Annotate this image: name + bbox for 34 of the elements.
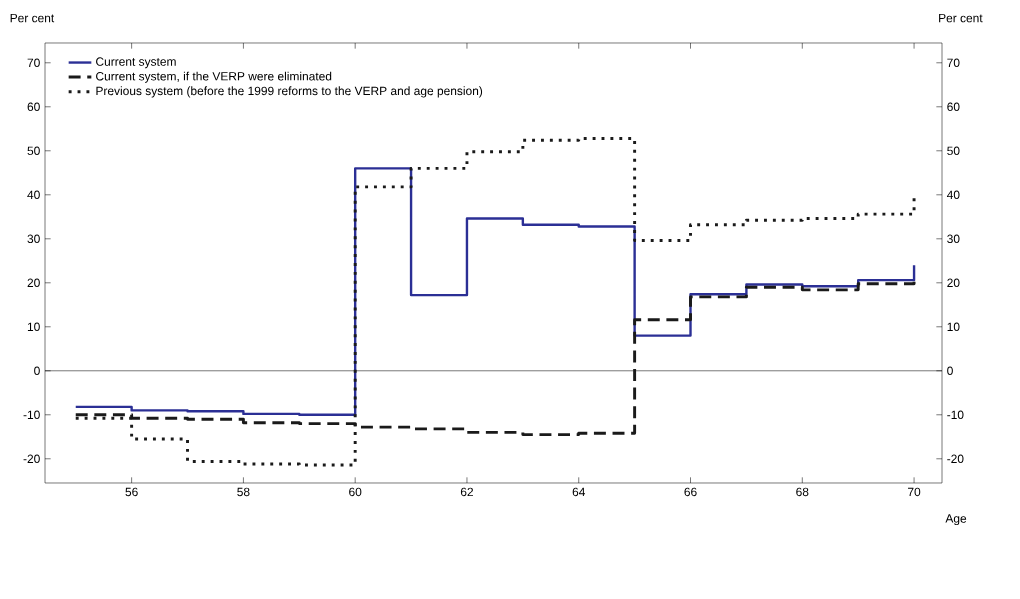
x-tick-label: 62 — [460, 487, 473, 497]
y2-tick-label: 10 — [947, 322, 960, 332]
x-tick-label: 58 — [237, 487, 250, 497]
y2-tick-label: 30 — [947, 234, 960, 244]
y2-axis-title: Per cent — [939, 13, 983, 23]
y2-tick-label: -10 — [947, 410, 964, 420]
y2-tick-label: -20 — [947, 454, 964, 464]
y2-tick-label: 0 — [947, 366, 953, 376]
y-tick-label: 50 — [27, 146, 40, 156]
y-tick-label: 60 — [27, 102, 40, 112]
y-tick-label: 70 — [27, 58, 40, 68]
y2-tick-label: 70 — [947, 58, 960, 68]
y-tick-label: 10 — [27, 322, 40, 332]
x-tick-label: 68 — [796, 487, 809, 497]
legend-label: Current system — [96, 57, 176, 69]
x-tick-label: 70 — [908, 487, 921, 497]
x-axis-title: Age — [945, 514, 967, 526]
x-tick-label: 56 — [125, 487, 138, 497]
y2-tick-label: 20 — [947, 278, 960, 288]
y-axis-title: Per cent — [10, 13, 55, 23]
x-tick-label: 66 — [684, 487, 697, 497]
y-tick-label: -10 — [23, 410, 40, 420]
y-tick-label: 30 — [27, 234, 40, 244]
legend-label: Current system, if the VERP were eliminated — [96, 71, 332, 83]
y-tick-label: 20 — [27, 278, 40, 288]
y2-tick-label: 40 — [946, 190, 960, 200]
legend-label: Previous system (before the 1999 reforms to the VERP and age pension) — [96, 86, 483, 98]
x-tick-label: 60 — [349, 487, 362, 497]
x-tick-label: 64 — [572, 487, 586, 497]
y2-tick-label: 50 — [947, 146, 960, 156]
y2-tick-label: 60 — [947, 102, 960, 112]
y-tick-label: -20 — [23, 454, 40, 464]
y-tick-label: 0 — [34, 366, 40, 376]
y-tick-label: 40 — [27, 190, 40, 200]
